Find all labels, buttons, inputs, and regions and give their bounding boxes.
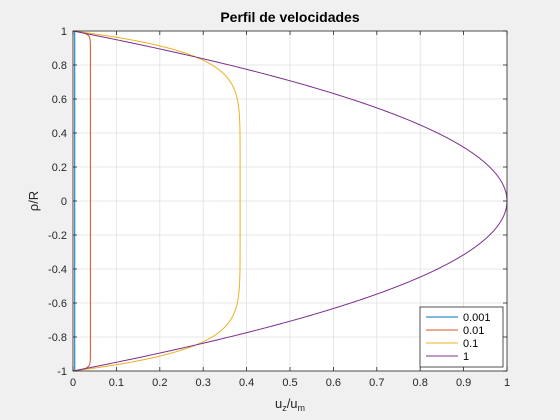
y-tick-label: -0.4 xyxy=(48,264,67,276)
series-line-0.01 xyxy=(72,30,91,372)
x-tick-label: 0.3 xyxy=(196,377,211,389)
legend-label: 0.001 xyxy=(463,312,491,324)
x-tick-label: 0.6 xyxy=(326,377,341,389)
x-tick-label: 0.5 xyxy=(282,377,297,389)
y-tick-label: -0.2 xyxy=(48,230,67,242)
y-tick-label: 1 xyxy=(61,26,67,38)
y-tick-label: -0.8 xyxy=(48,332,67,344)
chart-title: Perfil de velocidades xyxy=(220,9,359,25)
x-label-mid: /u xyxy=(287,396,298,411)
y-tick-label: 0.4 xyxy=(52,128,67,140)
x-label-sub2: m xyxy=(298,403,306,413)
y-tick-label: 0 xyxy=(61,196,67,208)
y-axis-label: ρ/R xyxy=(26,191,41,211)
x-tick-label: 0.8 xyxy=(413,377,428,389)
y-tick-label: 0.2 xyxy=(52,162,67,174)
x-tick-label: 0.1 xyxy=(109,377,124,389)
x-label-sub1: z xyxy=(282,403,287,413)
y-tick-label: -1 xyxy=(57,366,67,378)
y-tick-label: -0.6 xyxy=(48,298,67,310)
x-tick-label: 0.9 xyxy=(456,377,471,389)
y-tick-label: 0.6 xyxy=(52,94,67,106)
legend-label: 1 xyxy=(463,351,469,363)
x-tick-label: 0.7 xyxy=(369,377,384,389)
legend-label: 0.1 xyxy=(463,338,478,350)
x-axis-label: uz/um xyxy=(275,396,305,413)
x-tick-label: 0.4 xyxy=(239,377,254,389)
x-label-base: u xyxy=(275,396,282,411)
series-line-0.1 xyxy=(72,30,241,372)
legend-label: 0.01 xyxy=(463,325,484,337)
x-tick-label: 0.2 xyxy=(152,377,167,389)
y-tick-label: 0.8 xyxy=(52,60,67,72)
x-tick-label: 0 xyxy=(70,377,76,389)
legend-box xyxy=(419,306,504,368)
x-tick-label: 1 xyxy=(504,377,510,389)
ticks: 0 0.1 0.2 0.3 0.4 0.5 0.6 0.7 0.8 0.9 1 -1 -0.8 -0.6 -… xyxy=(48,26,510,389)
